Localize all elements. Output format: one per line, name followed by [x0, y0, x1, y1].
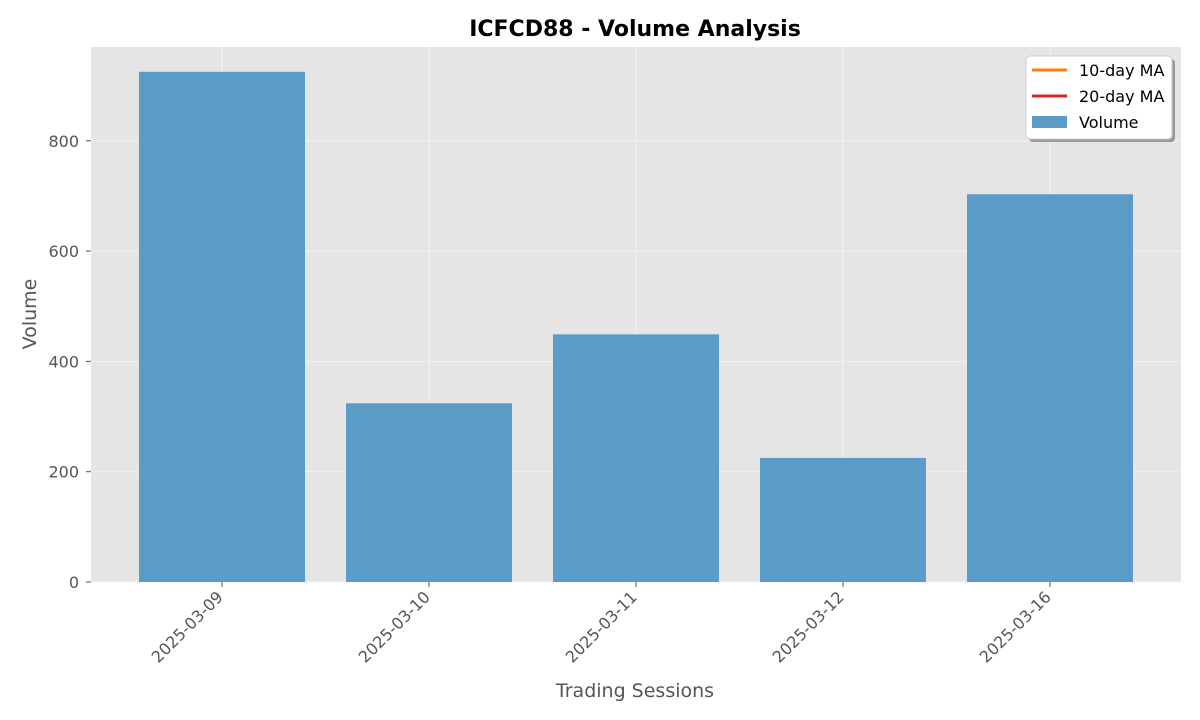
- x-axis-label: Trading Sessions: [555, 680, 714, 702]
- volume-bar: [346, 403, 512, 582]
- legend-label: Volume: [1079, 113, 1139, 132]
- y-tick-label: 800: [48, 132, 79, 151]
- volume-bar: [139, 71, 305, 583]
- x-tick-label: 2025-03-09: [148, 587, 227, 666]
- volume-bar: [760, 457, 926, 582]
- legend-patch-swatch: [1032, 116, 1067, 128]
- x-tick-label: 2025-03-10: [355, 587, 434, 666]
- y-tick-label: 600: [48, 242, 79, 261]
- y-tick-label: 0: [69, 573, 79, 592]
- x-tick-label: 2025-03-16: [976, 587, 1055, 666]
- legend-label: 10-day MA: [1079, 61, 1164, 80]
- x-tick-label: 2025-03-12: [769, 587, 848, 666]
- bars: [139, 71, 1133, 583]
- chart-title: ICFCD88 - Volume Analysis: [469, 17, 801, 42]
- y-axis-label: Volume: [19, 279, 41, 350]
- y-tick-label: 200: [48, 463, 79, 482]
- y-tick-label: 400: [48, 352, 79, 371]
- legend-label: 20-day MA: [1079, 87, 1164, 106]
- legend: 10-day MA 20-day MA Volume: [1025, 55, 1175, 142]
- x-tick-label: 2025-03-11: [562, 587, 641, 666]
- volume-bar: [553, 334, 719, 582]
- volume-bar: [967, 194, 1133, 583]
